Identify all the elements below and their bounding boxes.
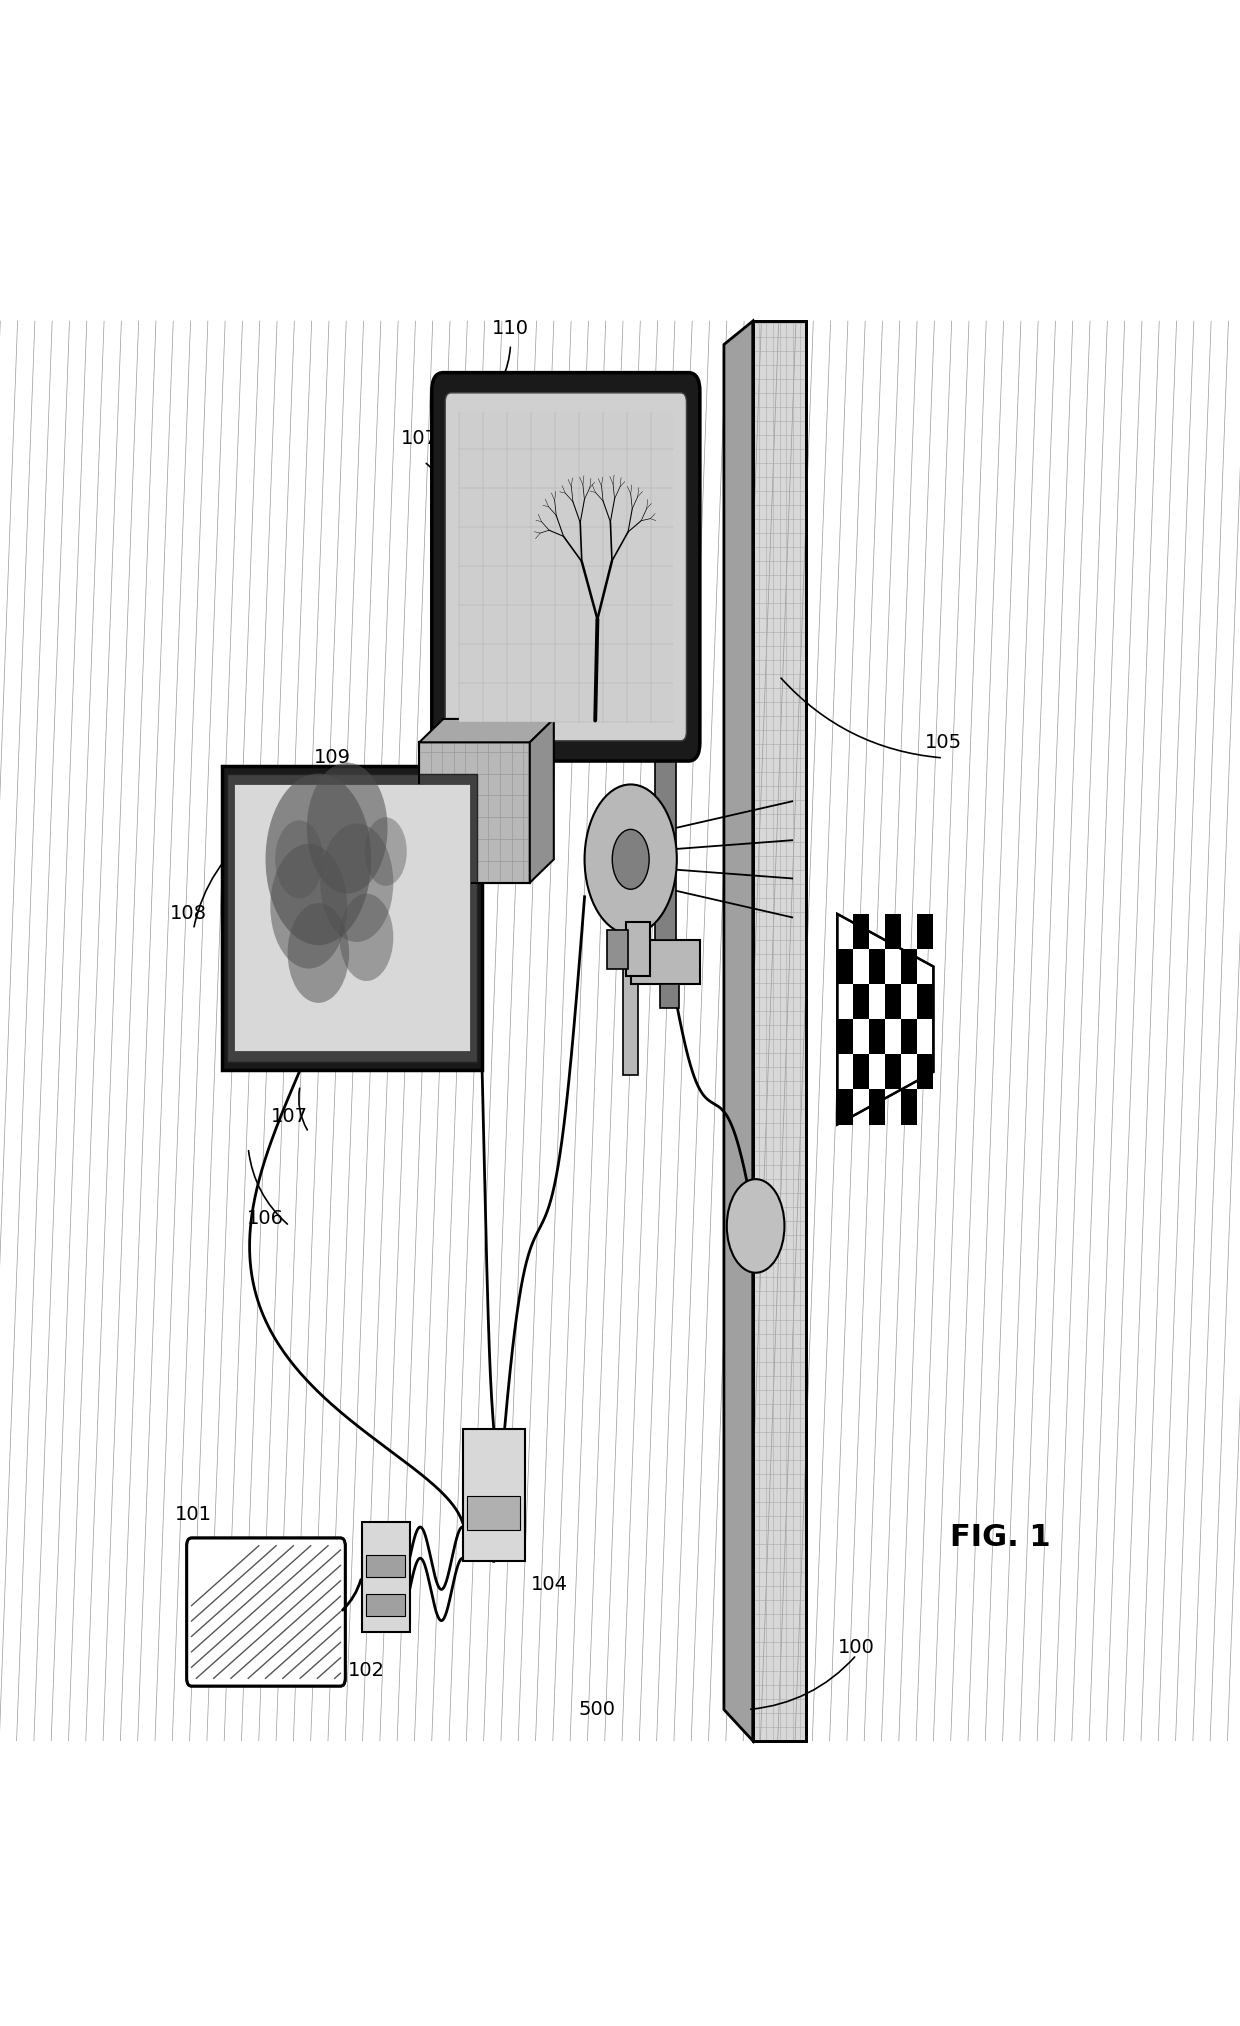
Bar — [837, 1019, 853, 1054]
Polygon shape — [837, 914, 934, 1124]
Bar — [362, 1522, 409, 1631]
Bar — [901, 1019, 918, 1054]
Text: 109: 109 — [314, 748, 351, 768]
Bar — [660, 660, 678, 683]
Bar — [419, 742, 529, 883]
Bar — [234, 784, 470, 1051]
Text: 110: 110 — [492, 320, 529, 338]
Text: 102: 102 — [348, 1661, 384, 1680]
Text: 107: 107 — [401, 430, 438, 448]
Bar — [459, 411, 673, 721]
Bar — [853, 914, 869, 948]
Text: 100: 100 — [838, 1637, 875, 1657]
Text: 104: 104 — [531, 1576, 568, 1594]
Bar — [869, 948, 885, 985]
Bar — [626, 922, 650, 977]
Bar — [869, 1019, 885, 1054]
FancyBboxPatch shape — [432, 373, 699, 762]
Text: 108: 108 — [170, 904, 207, 924]
Circle shape — [320, 823, 393, 942]
Circle shape — [340, 893, 393, 981]
Bar — [885, 985, 901, 1019]
Circle shape — [270, 843, 347, 968]
Bar — [901, 1090, 918, 1124]
Polygon shape — [529, 719, 554, 883]
Polygon shape — [724, 320, 753, 1740]
Bar — [753, 320, 806, 1740]
Text: 105: 105 — [925, 733, 961, 752]
Circle shape — [288, 904, 350, 1003]
Circle shape — [584, 784, 677, 934]
Bar — [631, 940, 699, 985]
Circle shape — [365, 816, 407, 885]
Text: FIG. 1: FIG. 1 — [950, 1524, 1052, 1552]
Circle shape — [265, 774, 371, 944]
Bar — [869, 1090, 885, 1124]
Bar — [222, 766, 481, 1070]
Text: 101: 101 — [175, 1505, 212, 1524]
Circle shape — [306, 762, 388, 893]
FancyBboxPatch shape — [445, 393, 687, 742]
Bar — [837, 1090, 853, 1124]
Circle shape — [727, 1179, 785, 1272]
Bar — [467, 1495, 521, 1530]
Bar — [837, 948, 853, 985]
Bar — [885, 1054, 901, 1090]
Bar — [918, 914, 934, 948]
Bar — [631, 683, 699, 727]
Bar — [227, 774, 477, 1062]
Bar — [419, 742, 529, 883]
FancyBboxPatch shape — [187, 1538, 345, 1686]
Bar — [918, 985, 934, 1019]
Bar — [655, 727, 676, 940]
Bar — [901, 948, 918, 985]
Bar — [367, 1594, 404, 1617]
Text: 107: 107 — [272, 1108, 308, 1126]
Text: 500: 500 — [579, 1700, 615, 1718]
Bar — [753, 320, 806, 1740]
Bar — [463, 1428, 525, 1562]
Circle shape — [613, 829, 650, 889]
Bar — [622, 934, 639, 1074]
Circle shape — [275, 821, 324, 898]
Text: 106: 106 — [247, 1210, 284, 1228]
Bar — [853, 1054, 869, 1090]
Bar — [885, 914, 901, 948]
Bar — [606, 930, 627, 968]
Bar — [918, 1054, 934, 1090]
Bar — [660, 985, 678, 1007]
Polygon shape — [419, 719, 554, 742]
Bar — [367, 1556, 404, 1576]
Bar — [853, 985, 869, 1019]
